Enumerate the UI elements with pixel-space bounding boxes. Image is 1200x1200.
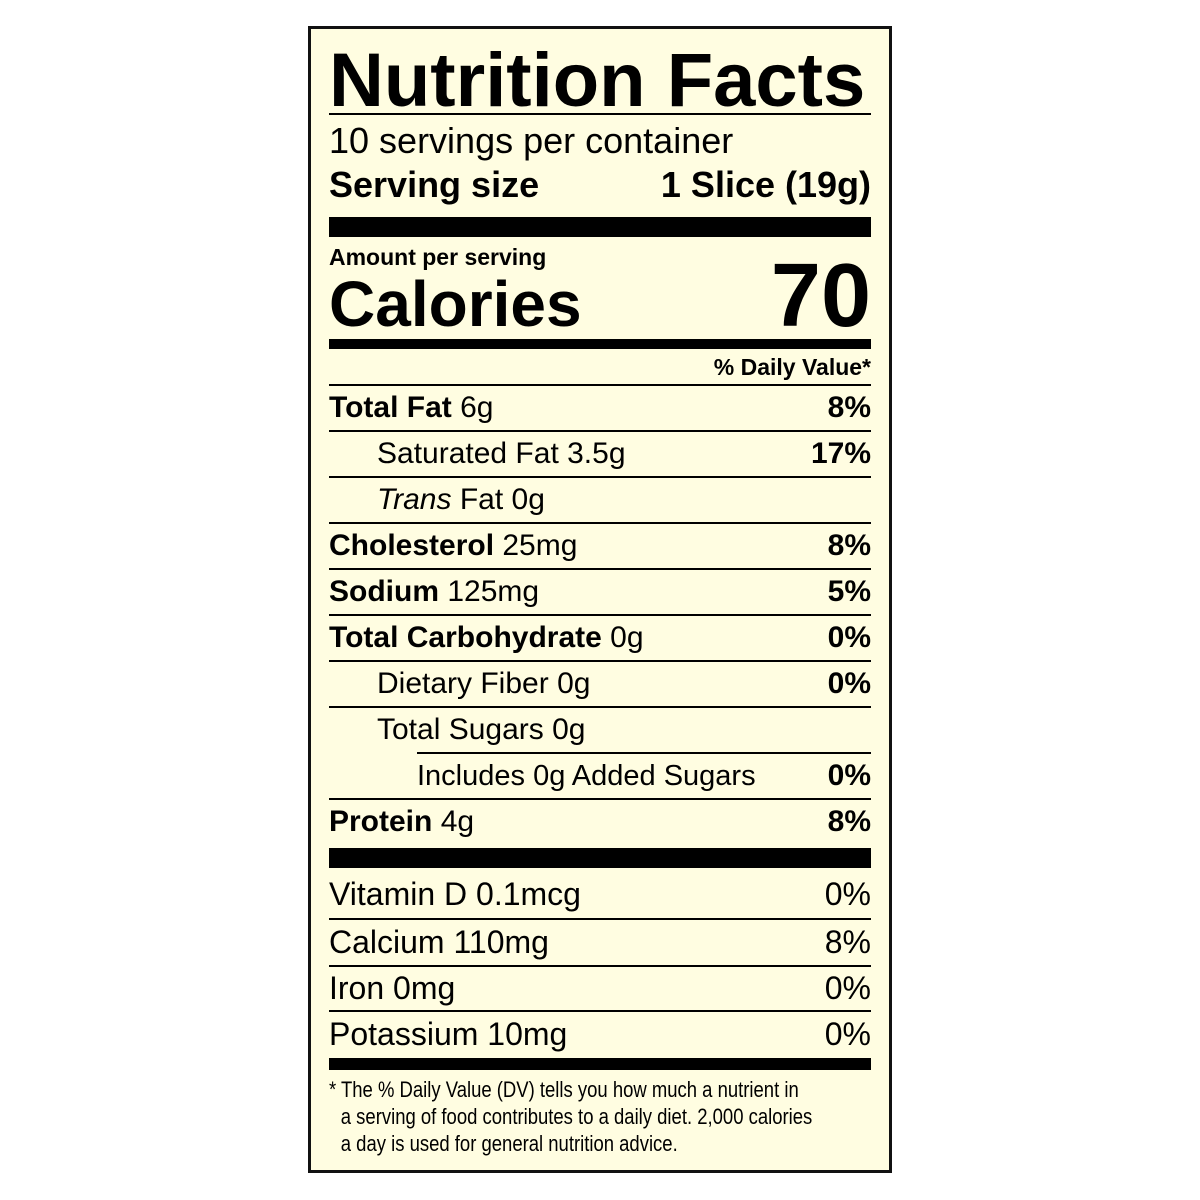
nutrient-name: Total Carbohydrate <box>329 621 602 654</box>
amount-per-serving: Amount per serving <box>329 244 547 270</box>
nutrient-amount: 0g <box>511 483 545 516</box>
nutrient-row-protein: Protein 4g 8% <box>329 798 871 844</box>
nutrient-amount: 0g <box>610 621 644 654</box>
thick-divider <box>329 848 871 868</box>
nutrient-amount: 4g <box>440 805 475 838</box>
nutrient-amount: 0g <box>557 667 591 700</box>
daily-value-header: % Daily Value* <box>713 354 871 380</box>
nutrient-dv: 0% <box>827 759 871 792</box>
thick-divider <box>329 217 871 237</box>
vitamin-row: Iron 0mg 0% <box>329 965 871 1010</box>
nutrient-row-added-sugars: Includes 0g Added Sugars 0% <box>417 752 871 798</box>
servings-per-container: 10 servings per container <box>329 120 734 161</box>
footnote-line: a day is used for general nutrition advi… <box>340 1131 678 1156</box>
nutrient-dv: 17% <box>810 437 871 470</box>
nutrient-dv: 5% <box>827 575 871 608</box>
vitamin-dv: 8% <box>824 924 871 960</box>
nutrient-name: Saturated Fat <box>377 437 559 470</box>
nutrient-name: Fat <box>459 483 504 516</box>
nutrient-amount: 3.5g <box>567 437 626 470</box>
nutrient-dv: 8% <box>827 805 871 838</box>
nutrient-row-sodium: Sodium 125mg 5% <box>329 568 871 614</box>
vitamin-dv: 0% <box>824 970 871 1006</box>
serving-size-label: Serving size <box>329 164 540 205</box>
nutrient-name-italic: Trans <box>377 483 452 516</box>
vitamin-name: Iron 0mg <box>329 970 456 1006</box>
nutrient-row-total-fat: Total Fat 6g 8% <box>329 384 871 430</box>
nutrient-dv: 0% <box>827 621 871 654</box>
nutrient-dv: 8% <box>827 391 871 424</box>
nutrient-name: Sodium <box>329 575 439 608</box>
nutrient-name: Protein <box>329 805 433 838</box>
nutrient-name: Dietary Fiber <box>377 667 549 700</box>
nutrient-row-saturated-fat: Saturated Fat 3.5g 17% <box>329 430 871 476</box>
calories-value: 70 <box>770 246 871 346</box>
vitamin-row: Potassium 10mg 0% <box>329 1010 871 1056</box>
label-title: Nutrition Facts <box>329 38 866 123</box>
nutrient-name: Total Fat <box>329 391 452 424</box>
serving-size: Serving size 1 Slice (19g) <box>329 165 871 205</box>
nutrient-row-trans-fat: Trans Fat 0g <box>329 476 871 522</box>
nutrition-facts-label: Nutrition Facts 10 servings per containe… <box>308 26 892 1173</box>
vitamin-name: Calcium 110mg <box>329 924 549 960</box>
nutrient-name: Total Sugars <box>377 713 544 746</box>
vitamin-row: Calcium 110mg 8% <box>329 918 871 965</box>
vitamin-dv: 0% <box>824 1015 871 1052</box>
nutrient-name: Cholesterol <box>329 529 495 562</box>
footnote: * The % Daily Value (DV) tells you how m… <box>329 1076 875 1157</box>
serving-size-value: 1 Slice (19g) <box>660 164 871 205</box>
nutrient-amount: 25mg <box>502 529 578 562</box>
nutrient-row-total-sugars: Total Sugars 0g <box>329 706 871 752</box>
nutrient-row-cholesterol: Cholesterol 25mg 8% <box>329 522 871 568</box>
vitamin-name: Vitamin D 0.1mcg <box>329 876 581 912</box>
nutrient-amount: 125mg <box>447 575 540 608</box>
vitamin-row: Vitamin D 0.1mcg 0% <box>329 871 871 918</box>
medium-divider <box>329 339 871 349</box>
nutrient-row-total-carbohydrate: Total Carbohydrate 0g 0% <box>329 614 871 660</box>
footnote-line: a serving of food contributes to a daily… <box>340 1104 813 1129</box>
divider <box>329 113 871 115</box>
footnote-line: * The % Daily Value (DV) tells you how m… <box>329 1077 799 1102</box>
nutrient-name: Includes 0g Added Sugars <box>417 759 756 792</box>
vitamin-dv: 0% <box>824 876 871 912</box>
medium-divider <box>329 1058 871 1070</box>
calories-label: Calories <box>329 268 582 340</box>
vitamin-name: Potassium 10mg <box>329 1015 568 1052</box>
nutrient-amount: 6g <box>460 391 494 424</box>
nutrient-amount: 0g <box>552 713 586 746</box>
nutrient-dv: 8% <box>827 529 871 562</box>
nutrient-row-dietary-fiber: Dietary Fiber 0g 0% <box>329 660 871 706</box>
nutrient-dv: 0% <box>827 667 871 700</box>
